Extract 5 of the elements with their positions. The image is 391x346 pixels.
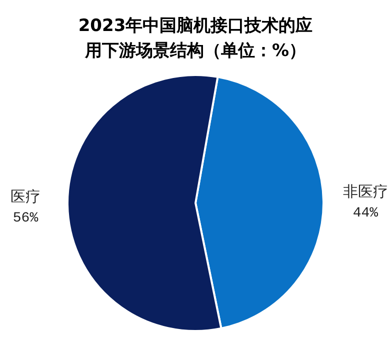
slice-label: 非医疗 [342, 182, 388, 201]
slice-label: 医疗 [10, 187, 41, 206]
chart-title: 2023年中国脑机接口技术的应用下游场景结构（单位：%） [77, 15, 314, 63]
data-label: 56% [12, 210, 39, 226]
data-label: 44% [352, 206, 379, 222]
